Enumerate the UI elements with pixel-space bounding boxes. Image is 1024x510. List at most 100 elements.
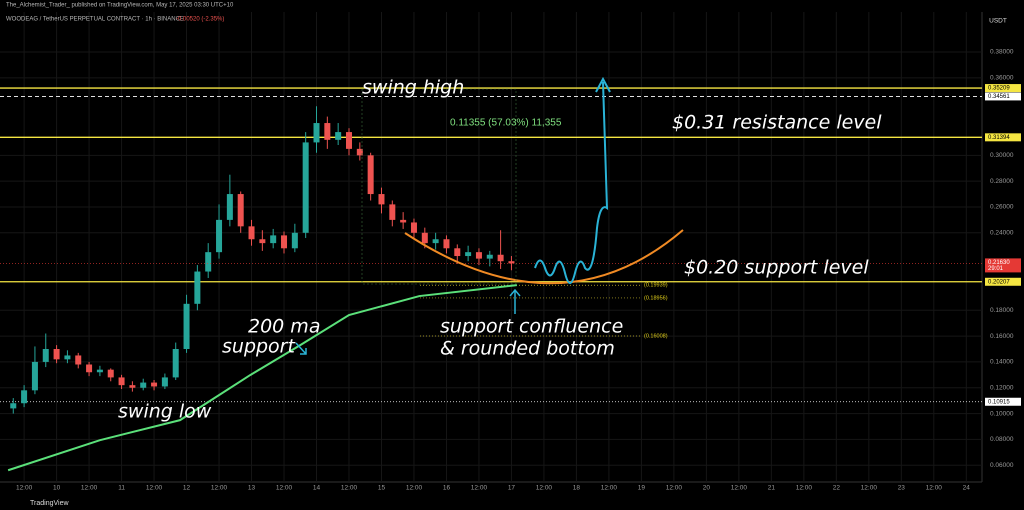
candle-body: [313, 123, 320, 143]
annotation: swing high: [362, 77, 464, 99]
candle-body: [226, 194, 233, 220]
y-tick-label: 0.14000: [990, 359, 1014, 366]
candle-body: [454, 248, 461, 257]
x-tick-label: 21: [768, 485, 776, 492]
annotation: & rounded bottom: [440, 338, 615, 360]
y-tick-label: 0.10000: [990, 410, 1014, 417]
y-tick-label: 0.24000: [990, 230, 1014, 237]
candle-body: [345, 132, 352, 149]
candle-body: [389, 204, 396, 220]
candle-body: [53, 349, 60, 360]
measure-label: 0.11355 (57.03%) 11,355: [450, 118, 562, 129]
candle-body: [302, 142, 309, 233]
price-label-box: [985, 133, 1021, 142]
footer: TradingView: [30, 500, 69, 507]
last-price-box: [985, 258, 1021, 273]
candle-body: [107, 369, 114, 378]
annotation: support: [222, 336, 296, 358]
last-price-label: 0.21630: [988, 260, 1010, 266]
y-tick-label: 0.18000: [990, 307, 1014, 314]
y-tick-label: 0.12000: [990, 384, 1014, 391]
rounded-bottom-arc: [404, 229, 684, 285]
countdown: 29:01: [988, 266, 1004, 272]
candle-body: [151, 382, 158, 387]
price-label: 0.31394: [988, 135, 1010, 141]
x-tick-label: 13: [248, 485, 256, 492]
candle-body: [356, 148, 363, 156]
candle-body: [21, 390, 28, 404]
x-tick-label: 12:00: [406, 485, 423, 492]
price-label-box: [985, 92, 1021, 101]
price-label-box: [985, 397, 1021, 406]
x-tick-label: 12:00: [471, 485, 488, 492]
candle-body: [432, 239, 439, 244]
price-label: 0.35209: [988, 86, 1010, 92]
candle-body: [497, 254, 504, 262]
candle-body: [42, 349, 49, 362]
annotation: support confluence: [440, 316, 623, 338]
x-tick-label: 12:00: [16, 485, 33, 492]
x-tick-label: 12:00: [861, 485, 878, 492]
arrow-head: [595, 76, 611, 93]
price-label: 0.20207: [988, 279, 1010, 285]
x-tick-label: 12:00: [81, 485, 98, 492]
candle-body: [270, 235, 277, 244]
candle-body: [64, 355, 71, 360]
symbol: WOODEAG / TetherUS PERPETUAL CONTRACT · …: [6, 17, 184, 23]
candle-body: [486, 254, 493, 259]
candle-body: [475, 252, 482, 259]
x-tick-label: 12:00: [211, 485, 228, 492]
plot-area: (0.19939) (0.18956) (0.16008): [0, 87, 982, 472]
candle-body: [216, 219, 223, 253]
x-tick-label: 18: [573, 485, 581, 492]
y-tick-label: 0.28000: [990, 178, 1014, 185]
candle-body: [378, 194, 385, 205]
x-tick-label: 23: [898, 485, 906, 492]
confluence-arrow: [509, 288, 521, 314]
x-tick-label: 12:00: [146, 485, 163, 492]
candle-body: [443, 239, 450, 249]
y-tick-label: 0.08000: [990, 436, 1014, 443]
change: -0.00520 (-2.35%): [176, 17, 224, 23]
candle-body: [248, 226, 255, 240]
measure-box: [361, 88, 517, 285]
candle-body: [86, 364, 93, 373]
x-tick-label: 12:00: [276, 485, 293, 492]
x-tick-label: 12:00: [666, 485, 683, 492]
price-label-box: [985, 277, 1021, 286]
annotation: 200 ma: [248, 316, 320, 338]
level-label: (0.18956): [644, 295, 668, 301]
candle-body: [31, 361, 38, 391]
ma-line: [7, 284, 517, 472]
x-tick-label: 22: [833, 485, 841, 492]
x-tick-label: 12:00: [341, 485, 358, 492]
y-tick-label: 0.30000: [990, 152, 1014, 159]
x-tick-label: 24: [963, 485, 971, 492]
candle-body: [161, 377, 168, 387]
level-label: (0.16008): [644, 333, 668, 339]
candle-body: [367, 155, 374, 195]
candle-body: [129, 385, 136, 388]
candle-body: [324, 123, 331, 140]
x-tick-label: 12:00: [536, 485, 553, 492]
x-tick-label: 12:00: [796, 485, 813, 492]
x-tick-label: 11: [118, 485, 125, 492]
x-tick-label: 20: [703, 485, 711, 492]
publisher: The_Alchemist_Trader_ published on Tradi…: [6, 3, 234, 9]
candle-body: [335, 132, 342, 140]
candle-body: [410, 222, 417, 233]
candle-body: [118, 377, 125, 386]
candle-body: [96, 369, 103, 373]
candle-body: [508, 261, 515, 264]
price-label: 0.34561: [988, 94, 1010, 100]
annotation: $0.31 resistance level: [672, 112, 882, 134]
y-tick-label: 0.06000: [990, 462, 1014, 469]
ma-arrow: [295, 342, 307, 355]
candle-body: [140, 382, 147, 388]
x-tick-label: 12:00: [731, 485, 748, 492]
x-tick-label: 19: [638, 485, 646, 492]
annotation: $0.20 support level: [684, 257, 869, 279]
candle-body: [259, 239, 266, 244]
